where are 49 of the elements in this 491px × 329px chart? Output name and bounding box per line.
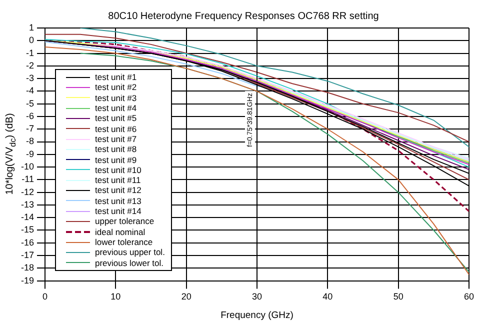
legend-label: test unit #4 [95, 103, 137, 114]
y-tick-label: -18 [20, 262, 34, 273]
legend-label: previous lower tol. [95, 258, 164, 268]
y-tick-label: -13 [20, 199, 34, 210]
y-tick-label: -10 [20, 162, 34, 172]
x-tick-label: 0 [42, 292, 48, 302]
legend-label: test unit #10 [95, 164, 142, 176]
y-tick-label: -7 [26, 124, 34, 134]
legend-label: test unit #11 [95, 175, 141, 186]
y-tick-label: -9 [26, 148, 34, 159]
y-tick-label: -8 [26, 136, 34, 146]
legend-label: test unit #2 [95, 82, 137, 93]
x-tick-label: 60 [464, 292, 474, 302]
y-tick-label: -14 [20, 212, 34, 222]
y-tick-label: -2 [26, 60, 34, 70]
y-tick-label: -19 [20, 275, 34, 286]
legend-label: test unit #14 [95, 206, 142, 216]
y-tick-label: -12 [20, 186, 34, 197]
y-tick-label: -4 [26, 86, 34, 96]
x-tick-label: 50 [393, 292, 404, 302]
legend-label: test unit #1 [95, 72, 137, 82]
x-tick-label: 20 [181, 292, 192, 302]
legend-label: test unit #7 [95, 134, 137, 144]
chart-title: 80C10 Heterodyne Frequency Responses OC768 RR setting [108, 10, 379, 22]
legend-label: test unit #12 [95, 185, 142, 196]
y-tick-label: -15 [20, 224, 34, 235]
x-tick-label: 30 [252, 292, 262, 302]
legend-label: ideal nominal [95, 226, 146, 237]
x-tick-label: 40 [322, 292, 333, 302]
y-tick-label: -3 [26, 73, 34, 84]
y-tick-label: -1 [26, 48, 34, 58]
legend-label: lower tolerance [95, 236, 153, 248]
y-tick-label: 0 [28, 35, 34, 46]
y-tick-label: -11 [22, 174, 34, 184]
y-tick-label: -6 [26, 110, 34, 121]
legend-label: previous upper tol. [95, 247, 165, 258]
legend-label: test unit #13 [95, 196, 142, 206]
y-tick-label: 1 [28, 22, 34, 32]
y-tick-label: -5 [26, 98, 34, 108]
x-axis-title: Frequency (GHz) [220, 310, 294, 321]
x-tick-label: 10 [110, 292, 121, 302]
y-tick-label: -17 [20, 250, 34, 260]
legend-label: test unit #5 [95, 113, 137, 124]
y-tick-label: -16 [20, 237, 34, 248]
legend-label: test unit #3 [95, 92, 137, 104]
legend-label: upper tolerance [95, 216, 154, 227]
legend-label: test unit #8 [95, 144, 137, 155]
legend-label: test unit #6 [95, 124, 137, 134]
legend-label: test unit #9 [95, 154, 137, 165]
